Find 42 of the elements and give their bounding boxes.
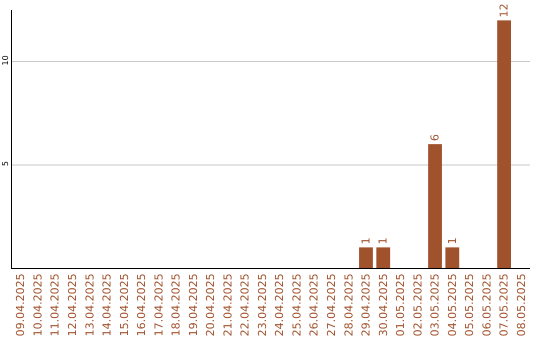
x-tick-label: 14.04.2025 xyxy=(100,273,114,336)
x-tick-label: 29.04.2025 xyxy=(360,273,373,336)
x-tick-label: 17.04.2025 xyxy=(152,273,166,336)
bar xyxy=(428,144,442,268)
data-label: 1 xyxy=(446,237,459,244)
x-tick-label: 19.04.2025 xyxy=(186,273,200,336)
data-label: 1 xyxy=(376,237,390,244)
data-label: 12 xyxy=(498,4,511,18)
x-tick-label: 28.04.2025 xyxy=(342,273,356,336)
x-tick-label: 15.04.2025 xyxy=(118,273,131,336)
x-tick-label: 22.04.2025 xyxy=(238,273,252,336)
x-tick-label: 26.04.2025 xyxy=(308,273,321,336)
x-tick-label: 08.05.2025 xyxy=(514,273,528,336)
x-tick-label: 27.04.2025 xyxy=(325,273,338,336)
x-tick-label: 23.04.2025 xyxy=(256,273,269,336)
y-tick-label: 10 xyxy=(0,55,10,66)
x-tick-label: 11.04.2025 xyxy=(48,273,62,336)
x-tick-label: 06.05.2025 xyxy=(480,273,494,336)
x-tick-label: 20.04.2025 xyxy=(204,273,218,336)
bar xyxy=(497,20,512,268)
x-tick-label: 09.04.2025 xyxy=(14,273,28,336)
x-tick-label: 10.04.2025 xyxy=(31,273,44,336)
x-tick-label: 12.04.2025 xyxy=(66,273,80,336)
x-tick-label: 07.05.2025 xyxy=(498,273,511,336)
x-tick-label: 05.05.2025 xyxy=(463,273,476,336)
x-tick-label: 02.05.2025 xyxy=(411,273,424,336)
x-tick-label: 25.04.2025 xyxy=(290,273,304,336)
x-tick-label: 21.04.2025 xyxy=(221,273,234,336)
x-tick-label: 03.05.2025 xyxy=(428,273,442,336)
bar xyxy=(445,247,460,268)
x-tick-label: 24.04.2025 xyxy=(273,273,286,336)
x-tick-label: 04.05.2025 xyxy=(446,273,459,336)
x-tick-label: 13.04.2025 xyxy=(83,273,96,336)
data-label: 1 xyxy=(359,237,372,244)
y-tick-label: 5 xyxy=(0,161,10,166)
x-tick-label: 18.04.2025 xyxy=(170,273,183,336)
bar xyxy=(359,247,373,268)
x-tick-label: 30.04.2025 xyxy=(376,273,390,336)
data-label: 6 xyxy=(428,134,442,142)
x-tick-label: 16.04.2025 xyxy=(135,273,148,336)
x-tick-label: 01.05.2025 xyxy=(394,273,408,336)
bar xyxy=(376,247,390,268)
